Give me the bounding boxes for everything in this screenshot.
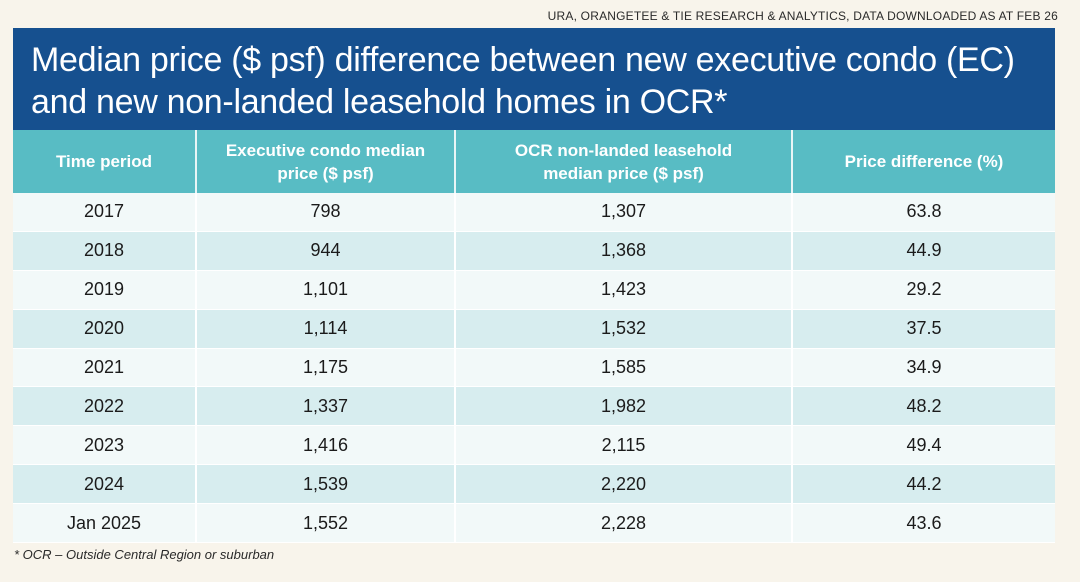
header-row: Time period Executive condo median price…: [13, 130, 1055, 193]
cell-ocr-price: 2,228: [455, 503, 793, 544]
table-body: 2017 798 1,307 63.8 2018 944 1,368 44.9 2019 1,10…: [13, 193, 1055, 544]
cell-ec-price: 1,175: [196, 348, 456, 388]
cell-ocr-price: 1,423: [455, 270, 793, 310]
cell-time-period: 2023: [13, 425, 197, 466]
table-row: 2018 944 1,368 44.9: [13, 231, 1055, 271]
cell-time-period: 2021: [13, 348, 197, 388]
table-row: 2019 1,101 1,423 29.2: [13, 270, 1055, 310]
header-ocr-line-2: median price ($ psf): [543, 163, 704, 183]
table-row: 2021 1,175 1,585 34.9: [13, 348, 1055, 388]
footnote: * OCR – Outside Central Region or suburb…: [14, 547, 275, 562]
cell-price-difference: 37.5: [792, 309, 1055, 349]
header-ec-line-2: price ($ psf): [277, 163, 374, 183]
cell-ec-price: 1,416: [196, 425, 456, 466]
cell-ocr-price: 1,307: [455, 193, 793, 232]
cell-ec-price: 1,539: [196, 464, 456, 505]
header-ocr-price: OCR non-landed leasehold median price ($…: [455, 130, 793, 193]
cell-price-difference: 44.9: [792, 231, 1055, 271]
cell-price-difference: 29.2: [792, 270, 1055, 310]
cell-time-period: 2022: [13, 386, 197, 427]
header-price-difference: Price difference (%): [792, 130, 1055, 193]
table-row: 2023 1,416 2,115 49.4: [13, 425, 1055, 466]
title-line-2: and new non-landed leasehold homes in OC…: [31, 83, 728, 121]
cell-price-difference: 34.9: [792, 348, 1055, 388]
cell-ec-price: 1,337: [196, 386, 456, 427]
header-time-period: Time period: [13, 130, 197, 193]
table-panel: Median price ($ psf) difference between …: [13, 28, 1055, 544]
cell-time-period: 2019: [13, 270, 197, 310]
table-row: 2017 798 1,307 63.8: [13, 193, 1055, 232]
price-table: Time period Executive condo median price…: [13, 130, 1055, 544]
header-ec-price: Executive condo median price ($ psf): [196, 130, 456, 193]
cell-ocr-price: 1,368: [455, 231, 793, 271]
title-line-1: Median price ($ psf) difference between …: [31, 41, 1015, 79]
cell-ec-price: 1,114: [196, 309, 456, 349]
cell-ocr-price: 2,220: [455, 464, 793, 505]
cell-ocr-price: 1,532: [455, 309, 793, 349]
cell-time-period: 2017: [13, 193, 197, 232]
cell-time-period: 2018: [13, 231, 197, 271]
cell-price-difference: 48.2: [792, 386, 1055, 427]
cell-time-period: 2024: [13, 464, 197, 505]
cell-ec-price: 1,101: [196, 270, 456, 310]
source-credit: URA, ORANGETEE & TIE RESEARCH & ANALYTIC…: [547, 9, 1058, 23]
cell-price-difference: 49.4: [792, 425, 1055, 466]
cell-time-period: Jan 2025: [13, 503, 197, 544]
table-row: 2020 1,114 1,532 37.5: [13, 309, 1055, 349]
table-row: Jan 2025 1,552 2,228 43.6: [13, 503, 1055, 544]
cell-ocr-price: 1,982: [455, 386, 793, 427]
chart-title: Median price ($ psf) difference between …: [13, 28, 1055, 130]
cell-time-period: 2020: [13, 309, 197, 349]
table-row: 2022 1,337 1,982 48.2: [13, 386, 1055, 427]
cell-ec-price: 798: [196, 193, 456, 232]
cell-ec-price: 944: [196, 231, 456, 271]
cell-ec-price: 1,552: [196, 503, 456, 544]
cell-ocr-price: 2,115: [455, 425, 793, 466]
cell-price-difference: 44.2: [792, 464, 1055, 505]
cell-price-difference: 63.8: [792, 193, 1055, 232]
cell-ocr-price: 1,585: [455, 348, 793, 388]
table-row: 2024 1,539 2,220 44.2: [13, 464, 1055, 505]
header-ocr-line-1: OCR non-landed leasehold: [514, 140, 733, 160]
cell-price-difference: 43.6: [792, 503, 1055, 544]
header-ec-line-1: Executive condo median: [225, 140, 426, 160]
